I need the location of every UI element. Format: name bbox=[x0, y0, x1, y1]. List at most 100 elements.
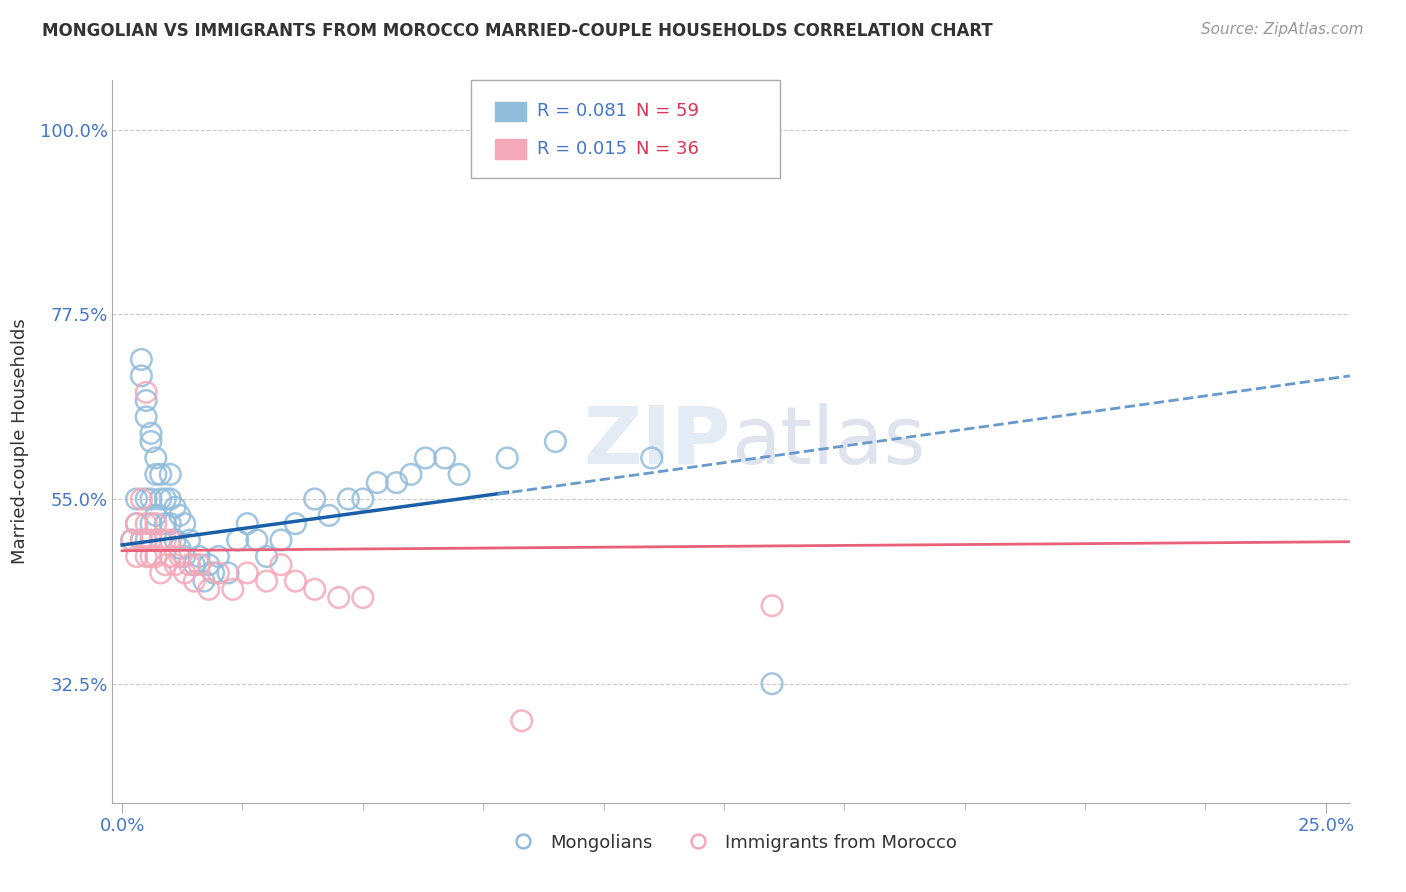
Point bbox=[173, 566, 195, 580]
Text: Source: ZipAtlas.com: Source: ZipAtlas.com bbox=[1201, 22, 1364, 37]
Point bbox=[121, 533, 143, 547]
Point bbox=[385, 475, 408, 490]
Point bbox=[135, 549, 157, 564]
Point bbox=[202, 566, 225, 580]
Point bbox=[145, 516, 167, 531]
Point bbox=[236, 566, 259, 580]
Point bbox=[337, 491, 360, 506]
Point bbox=[352, 591, 374, 605]
Text: atlas: atlas bbox=[731, 402, 925, 481]
Point bbox=[207, 549, 229, 564]
Point bbox=[510, 714, 533, 728]
Point bbox=[159, 549, 181, 564]
Point bbox=[449, 467, 471, 482]
Point bbox=[125, 491, 148, 506]
Point bbox=[169, 549, 191, 564]
Point bbox=[145, 549, 167, 564]
Point bbox=[165, 558, 187, 572]
Text: R = 0.081: R = 0.081 bbox=[537, 103, 627, 120]
Point bbox=[169, 508, 191, 523]
Point bbox=[165, 533, 187, 547]
Y-axis label: Married-couple Households: Married-couple Households bbox=[10, 318, 28, 565]
Point bbox=[159, 533, 181, 547]
Point bbox=[173, 549, 195, 564]
Point bbox=[318, 508, 340, 523]
Point bbox=[131, 352, 153, 367]
Point bbox=[155, 558, 177, 572]
Point bbox=[496, 450, 519, 465]
Point bbox=[173, 516, 195, 531]
Point bbox=[256, 574, 278, 588]
Point bbox=[399, 467, 422, 482]
Point bbox=[256, 549, 278, 564]
Point bbox=[284, 574, 307, 588]
Point bbox=[159, 467, 181, 482]
Point bbox=[125, 549, 148, 564]
Point bbox=[352, 491, 374, 506]
Point bbox=[188, 558, 211, 572]
Point bbox=[135, 409, 157, 424]
Text: N = 59: N = 59 bbox=[636, 103, 699, 120]
Point bbox=[125, 516, 148, 531]
Point bbox=[193, 574, 215, 588]
Point bbox=[155, 533, 177, 547]
Point bbox=[304, 491, 326, 506]
Point bbox=[761, 677, 783, 691]
Point bbox=[433, 450, 456, 465]
Point bbox=[149, 533, 172, 547]
Point bbox=[139, 516, 162, 531]
Point bbox=[179, 533, 201, 547]
Point bbox=[270, 533, 292, 547]
Point bbox=[188, 549, 211, 564]
Point bbox=[415, 450, 437, 465]
Point bbox=[145, 508, 167, 523]
Point bbox=[139, 434, 162, 449]
Point bbox=[284, 516, 307, 531]
Point bbox=[131, 533, 153, 547]
Point bbox=[197, 558, 219, 572]
Legend: Mongolians, Immigrants from Morocco: Mongolians, Immigrants from Morocco bbox=[498, 826, 965, 859]
Point bbox=[131, 533, 153, 547]
Point bbox=[236, 516, 259, 531]
Point bbox=[131, 491, 153, 506]
Point bbox=[169, 541, 191, 556]
Point bbox=[270, 558, 292, 572]
Point bbox=[135, 385, 157, 400]
Point bbox=[145, 467, 167, 482]
Point bbox=[149, 566, 172, 580]
Point bbox=[183, 558, 205, 572]
Point bbox=[207, 566, 229, 580]
Point bbox=[125, 516, 148, 531]
Point bbox=[139, 426, 162, 441]
Point bbox=[155, 491, 177, 506]
Point bbox=[304, 582, 326, 597]
Point bbox=[145, 450, 167, 465]
Point bbox=[179, 558, 201, 572]
Point bbox=[222, 582, 245, 597]
Point bbox=[135, 516, 157, 531]
Point bbox=[149, 467, 172, 482]
Point bbox=[131, 368, 153, 383]
Point bbox=[217, 566, 239, 580]
Point bbox=[366, 475, 388, 490]
Point bbox=[139, 549, 162, 564]
Point bbox=[246, 533, 269, 547]
Point bbox=[139, 491, 162, 506]
Point bbox=[135, 393, 157, 408]
Point bbox=[159, 516, 181, 531]
Point bbox=[149, 533, 172, 547]
Point bbox=[121, 533, 143, 547]
Point bbox=[135, 533, 157, 547]
Point bbox=[226, 533, 249, 547]
Point bbox=[155, 516, 177, 531]
Text: MONGOLIAN VS IMMIGRANTS FROM MOROCCO MARRIED-COUPLE HOUSEHOLDS CORRELATION CHART: MONGOLIAN VS IMMIGRANTS FROM MOROCCO MAR… bbox=[42, 22, 993, 40]
Point bbox=[135, 491, 157, 506]
Point bbox=[544, 434, 567, 449]
Point bbox=[761, 599, 783, 613]
Point bbox=[183, 574, 205, 588]
Text: N = 36: N = 36 bbox=[636, 140, 699, 158]
Text: R = 0.015: R = 0.015 bbox=[537, 140, 627, 158]
Point bbox=[165, 500, 187, 515]
Point bbox=[149, 491, 172, 506]
Point bbox=[641, 450, 664, 465]
